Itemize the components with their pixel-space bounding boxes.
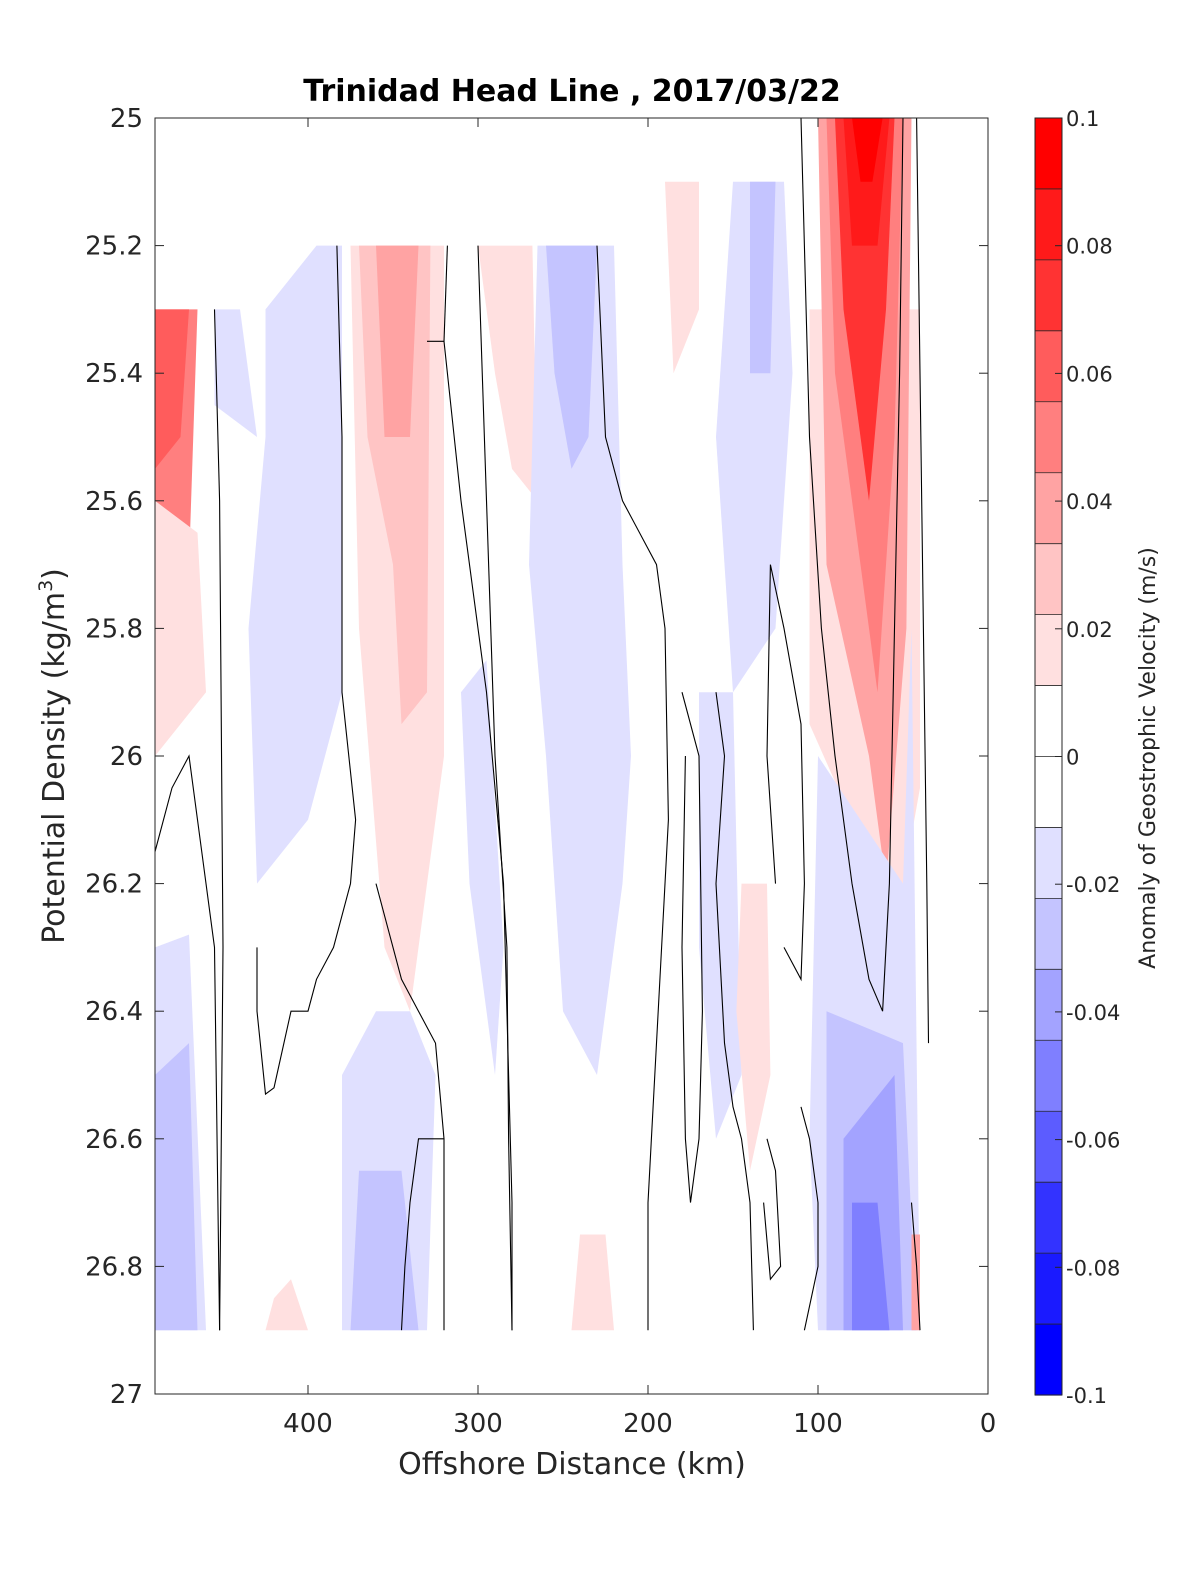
colorbar-segment-9 xyxy=(1035,685,1062,758)
anomaly-region-15 xyxy=(529,245,631,1076)
colorbar-segment-13 xyxy=(1035,969,1062,1041)
colorbar-tick-label-10: -0.1 xyxy=(1066,1384,1107,1408)
anomaly-region-9 xyxy=(350,1170,419,1331)
anomaly-region-3 xyxy=(155,500,206,756)
anomaly-region-14 xyxy=(461,660,504,1075)
colorbar-tick-label-1: 0.08 xyxy=(1066,235,1113,259)
colorbar-segment-3 xyxy=(1035,259,1062,332)
zero-contour-15 xyxy=(800,117,904,1012)
anomaly-fill-layer xyxy=(155,118,920,1331)
colorbar-tick-label-4: 0.02 xyxy=(1066,618,1113,642)
colorbar-tick-label-2: 0.06 xyxy=(1066,362,1113,386)
zero-contour-3 xyxy=(256,245,357,1096)
colorbar-tick-label-7: -0.04 xyxy=(1066,1001,1120,1025)
anomaly-region-23 xyxy=(265,1279,308,1331)
anomaly-region-21 xyxy=(665,181,699,374)
colorbar-segment-7 xyxy=(1035,543,1062,616)
y-tick-label-2: 25.4 xyxy=(85,359,143,389)
colorbar-tick-label-8: -0.06 xyxy=(1066,1129,1120,1153)
chart-title: Trinidad Head Line , 2017/03/22 xyxy=(303,74,840,109)
zero-contour-10 xyxy=(715,692,754,1331)
anomaly-region-29 xyxy=(852,118,883,182)
zero-contour-9 xyxy=(596,245,669,1331)
colorbar-segment-11 xyxy=(1035,827,1062,899)
x-axis: 400 300 200 100 0 xyxy=(283,118,996,1439)
anomaly-region-22 xyxy=(571,1234,614,1331)
zero-contour-6 xyxy=(427,340,513,1331)
anomaly-region-13 xyxy=(478,245,538,501)
colorbar-tick-label-5: 0 xyxy=(1066,746,1079,770)
colorbar-segment-4 xyxy=(1035,330,1062,403)
zero-contour-12 xyxy=(766,564,805,982)
y-tick-label-8: 26.6 xyxy=(85,1125,143,1155)
zero-contour-14 xyxy=(763,1138,782,1281)
y-tick-label-5: 26 xyxy=(110,742,143,772)
y-tick-label-9: 26.8 xyxy=(85,1252,143,1282)
colorbar-segment-15 xyxy=(1035,1111,1062,1183)
colorbar-segment-2 xyxy=(1035,188,1062,261)
anomaly-region-33 xyxy=(852,1202,890,1331)
zero-contour-17 xyxy=(910,1202,921,1331)
x-tick-label-100: 100 xyxy=(793,1409,843,1439)
colorbar-segment-17 xyxy=(1035,1253,1062,1325)
colorbar-segment-12 xyxy=(1035,898,1062,970)
zero-contour-5 xyxy=(400,1138,444,1331)
y-axis-label-text: Potential Density (kg/m xyxy=(37,592,72,944)
colorbar-segment-6 xyxy=(1035,472,1062,545)
y-axis: 25 25.2 25.4 25.6 25.8 26 26.2 26.4 26.6 26.8 27 xyxy=(85,104,988,1410)
anomaly-region-5 xyxy=(155,1043,198,1331)
zero-contour-7 xyxy=(443,245,448,342)
colorbar-tick-label-3: 0.04 xyxy=(1066,490,1113,514)
zero-contour-layer xyxy=(154,117,930,1331)
colorbar-segment-18 xyxy=(1035,1324,1062,1396)
colorbar-tick-label-6: -0.02 xyxy=(1066,873,1120,897)
anomaly-region-12 xyxy=(376,245,419,437)
y-tick-label-1: 25.2 xyxy=(85,232,143,262)
colorbar: 0.1 0.08 0.06 0.04 0.02 0 -0.02 -0.04 -0.06 -0.08… xyxy=(1034,107,1120,1408)
y-tick-label-4: 25.8 xyxy=(85,614,143,644)
y-axis-label-close: ) xyxy=(37,568,72,580)
colorbar-segment-16 xyxy=(1035,1182,1062,1254)
colorbar-segment-8 xyxy=(1035,614,1062,687)
zero-contour-13 xyxy=(800,1106,819,1331)
zero-contour-1 xyxy=(213,309,224,1331)
anomaly-region-2 xyxy=(155,309,189,469)
y-tick-label-7: 26.4 xyxy=(85,997,143,1027)
zero-contour-11 xyxy=(681,692,703,1203)
anomaly-region-20 xyxy=(736,883,771,1171)
colorbar-segment-5 xyxy=(1035,401,1062,474)
colorbar-segment-14 xyxy=(1035,1040,1062,1112)
plot-area: 400 300 200 100 0 25 25.2 25.4 25.6 25.8 26 26.2 26… xyxy=(85,104,996,1439)
colorbar-tick-label-0: 0.1 xyxy=(1066,107,1099,131)
y-axis-label: Potential Density (kg/m3) xyxy=(35,568,72,944)
x-tick-label-0: 0 xyxy=(980,1409,997,1439)
y-axis-label-superscript: 3 xyxy=(35,580,57,592)
zero-contour-2 xyxy=(154,754,221,1331)
anomaly-region-34 xyxy=(911,1234,920,1331)
y-tick-label-0: 25 xyxy=(110,104,143,134)
anomaly-region-6 xyxy=(214,309,257,437)
y-tick-label-6: 26.2 xyxy=(85,870,143,900)
anomaly-region-18 xyxy=(750,181,776,374)
anomaly-region-17 xyxy=(716,181,793,693)
colorbar-label: Anomaly of Geostrophic Velocity (m/s) xyxy=(1136,547,1161,969)
x-axis-label: Offshore Distance (km) xyxy=(398,1447,746,1482)
x-tick-label-400: 400 xyxy=(283,1409,333,1439)
y-tick-label-10: 27 xyxy=(110,1380,143,1410)
colorbar-segment-10 xyxy=(1035,756,1062,829)
colorbar-segment-1 xyxy=(1035,118,1062,190)
zero-contour-16 xyxy=(916,117,930,1044)
colorbar-tick-label-9: -0.08 xyxy=(1066,1256,1120,1280)
zero-contour-8 xyxy=(477,245,513,1331)
anomaly-region-16 xyxy=(546,245,597,469)
x-tick-label-200: 200 xyxy=(623,1409,673,1439)
y-tick-label-3: 25.6 xyxy=(85,487,143,517)
x-tick-label-300: 300 xyxy=(453,1409,503,1439)
anomaly-region-19 xyxy=(699,692,742,1139)
anomaly-region-7 xyxy=(248,245,342,884)
